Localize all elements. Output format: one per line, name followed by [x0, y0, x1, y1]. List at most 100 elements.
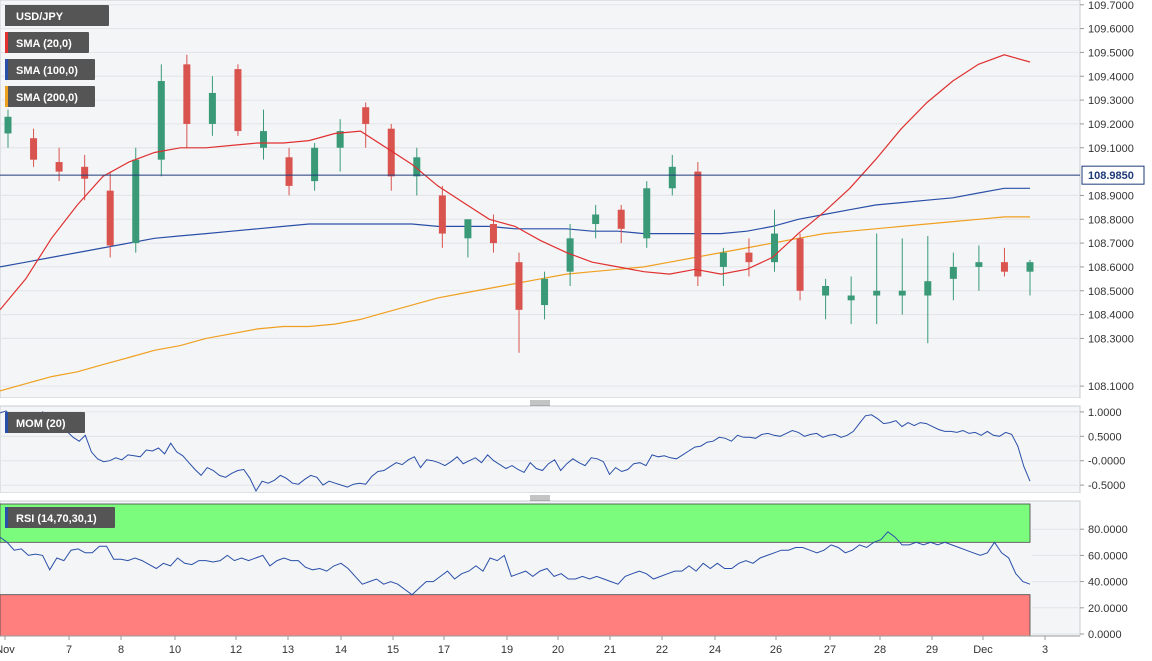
candle-body [106, 190, 114, 246]
current-price-line: 108.9850 [0, 165, 1145, 185]
momentum-grid [0, 411, 1080, 486]
y-tick-label: 108.6000 [1088, 262, 1134, 274]
candle-body [464, 219, 472, 239]
rsi-title: RSI (14,70,30,1) [16, 513, 97, 525]
candle [464, 219, 472, 258]
panel-separator-2[interactable] [0, 493, 1080, 501]
price-plot-area[interactable] [0, 0, 1081, 399]
candle-body [541, 278, 549, 306]
candle [81, 154, 89, 201]
x-tick-label: 22 [656, 644, 668, 656]
panel-separator-1[interactable] [0, 398, 1080, 406]
legend: USD/JPY SMA (20,0) SMA (100,0) SMA (200,0) [5, 5, 109, 107]
candle [592, 204, 600, 239]
x-tick-label: 27 [824, 644, 836, 656]
momentum-plot-area[interactable] [0, 405, 1081, 494]
y-tick-label: 108.9000 [1088, 190, 1134, 202]
candle [1000, 247, 1008, 277]
candle-body [489, 224, 497, 244]
candle [771, 209, 778, 272]
y-tick-label: 109.5000 [1088, 47, 1134, 59]
x-tick-label: 29 [926, 644, 938, 656]
candle-body [208, 92, 216, 124]
legend-item: SMA (100,0) [5, 59, 95, 80]
candle [157, 64, 165, 177]
legend-item: USD/JPY [5, 5, 109, 26]
candle-body [311, 147, 319, 182]
candle-body [55, 162, 63, 172]
y-tick-label: 109.1000 [1088, 143, 1134, 155]
y-tick-label: 109.6000 [1088, 24, 1134, 36]
legend-label: SMA (200,0) [16, 92, 78, 104]
x-tick-label: Nov [0, 644, 15, 656]
rsi-panel: 80.0000 60.0000 40.0000 20.0000 0.0000 RSI (… [0, 500, 1128, 641]
candle [566, 224, 574, 286]
legend-swatch [5, 5, 8, 26]
legend-item: SMA (200,0) [5, 86, 95, 107]
rsi-line [0, 531, 1031, 596]
candle-body [183, 64, 191, 124]
momentum-panel: 1.0000 0.5000 -0.0000 -0.5000 MOM (20) [0, 405, 1125, 494]
candle-body [668, 166, 676, 189]
sma200-line [0, 216, 1030, 392]
x-tick-label: 10 [169, 644, 181, 656]
sma20-line [0, 54, 1031, 311]
sma200-path [0, 216, 1030, 392]
legend-swatch [5, 32, 8, 53]
y-tick-label: 108.3000 [1088, 333, 1134, 345]
rsi-label: RSI (14,70,30,1) [5, 507, 115, 528]
rsi-path [0, 531, 1031, 596]
candle [796, 233, 804, 301]
y-tick-label: 108.7000 [1088, 238, 1134, 250]
candle [975, 245, 983, 291]
candle [285, 147, 293, 196]
x-tick-label: Dec [973, 644, 993, 656]
legend-swatch [5, 86, 8, 107]
y-tick-label: 1.0000 [1088, 407, 1122, 419]
sma100-line [0, 187, 1030, 268]
y-tick-label: 109.7000 [1088, 0, 1134, 12]
momentum-line [0, 410, 1031, 493]
x-tick-label: 19 [501, 644, 513, 656]
y-tick-label: 0.5000 [1088, 431, 1122, 443]
x-tick-label: 28 [874, 644, 886, 656]
x-tick-label: 20 [552, 644, 564, 656]
candle [183, 54, 191, 148]
candle-body [234, 69, 242, 132]
candle [822, 278, 830, 320]
candle-body [438, 195, 446, 234]
candle [949, 252, 957, 301]
candle-body [771, 233, 778, 263]
x-tick-label: 8 [118, 644, 124, 656]
legend-box [5, 5, 109, 26]
oversold-zone [0, 594, 1031, 637]
candle [847, 276, 855, 325]
price-grid [0, 4, 1080, 387]
candle-body [515, 262, 523, 310]
drag-handle-icon[interactable] [530, 495, 550, 501]
y-tick-label: -0.5000 [1088, 480, 1125, 492]
candle-body [719, 252, 727, 267]
x-tick-label: 26 [770, 644, 782, 656]
momentum-path [0, 410, 1031, 493]
candle [234, 64, 242, 136]
y-tick-label: 108.5000 [1088, 286, 1134, 298]
x-tick-label: 3 [1042, 644, 1048, 656]
drag-handle-icon[interactable] [530, 400, 550, 406]
current-price-box [1081, 165, 1145, 185]
x-tick-label: 14 [335, 644, 347, 656]
y-tick-label: 60.0000 [1088, 550, 1128, 562]
overbought-zone [0, 503, 1031, 543]
momentum-y-axis: 1.0000 0.5000 -0.0000 -0.5000 [1080, 407, 1125, 492]
candle-body [413, 157, 421, 177]
x-axis: Nov 7 8 10 12 13 14 15 17 19 20 21 22 24 26 27 28 29 Dec 3 [0, 635, 1080, 656]
rsi-grid [1032, 528, 1080, 635]
candle [1026, 259, 1034, 296]
x-tick-label: 24 [709, 644, 721, 656]
y-tick-label: 0.0000 [1088, 629, 1122, 641]
legend-label: SMA (100,0) [16, 65, 78, 77]
candle [617, 204, 625, 244]
rsi-y-axis: 80.0000 60.0000 40.0000 20.0000 0.0000 [1080, 524, 1128, 641]
candle-body [157, 81, 165, 160]
